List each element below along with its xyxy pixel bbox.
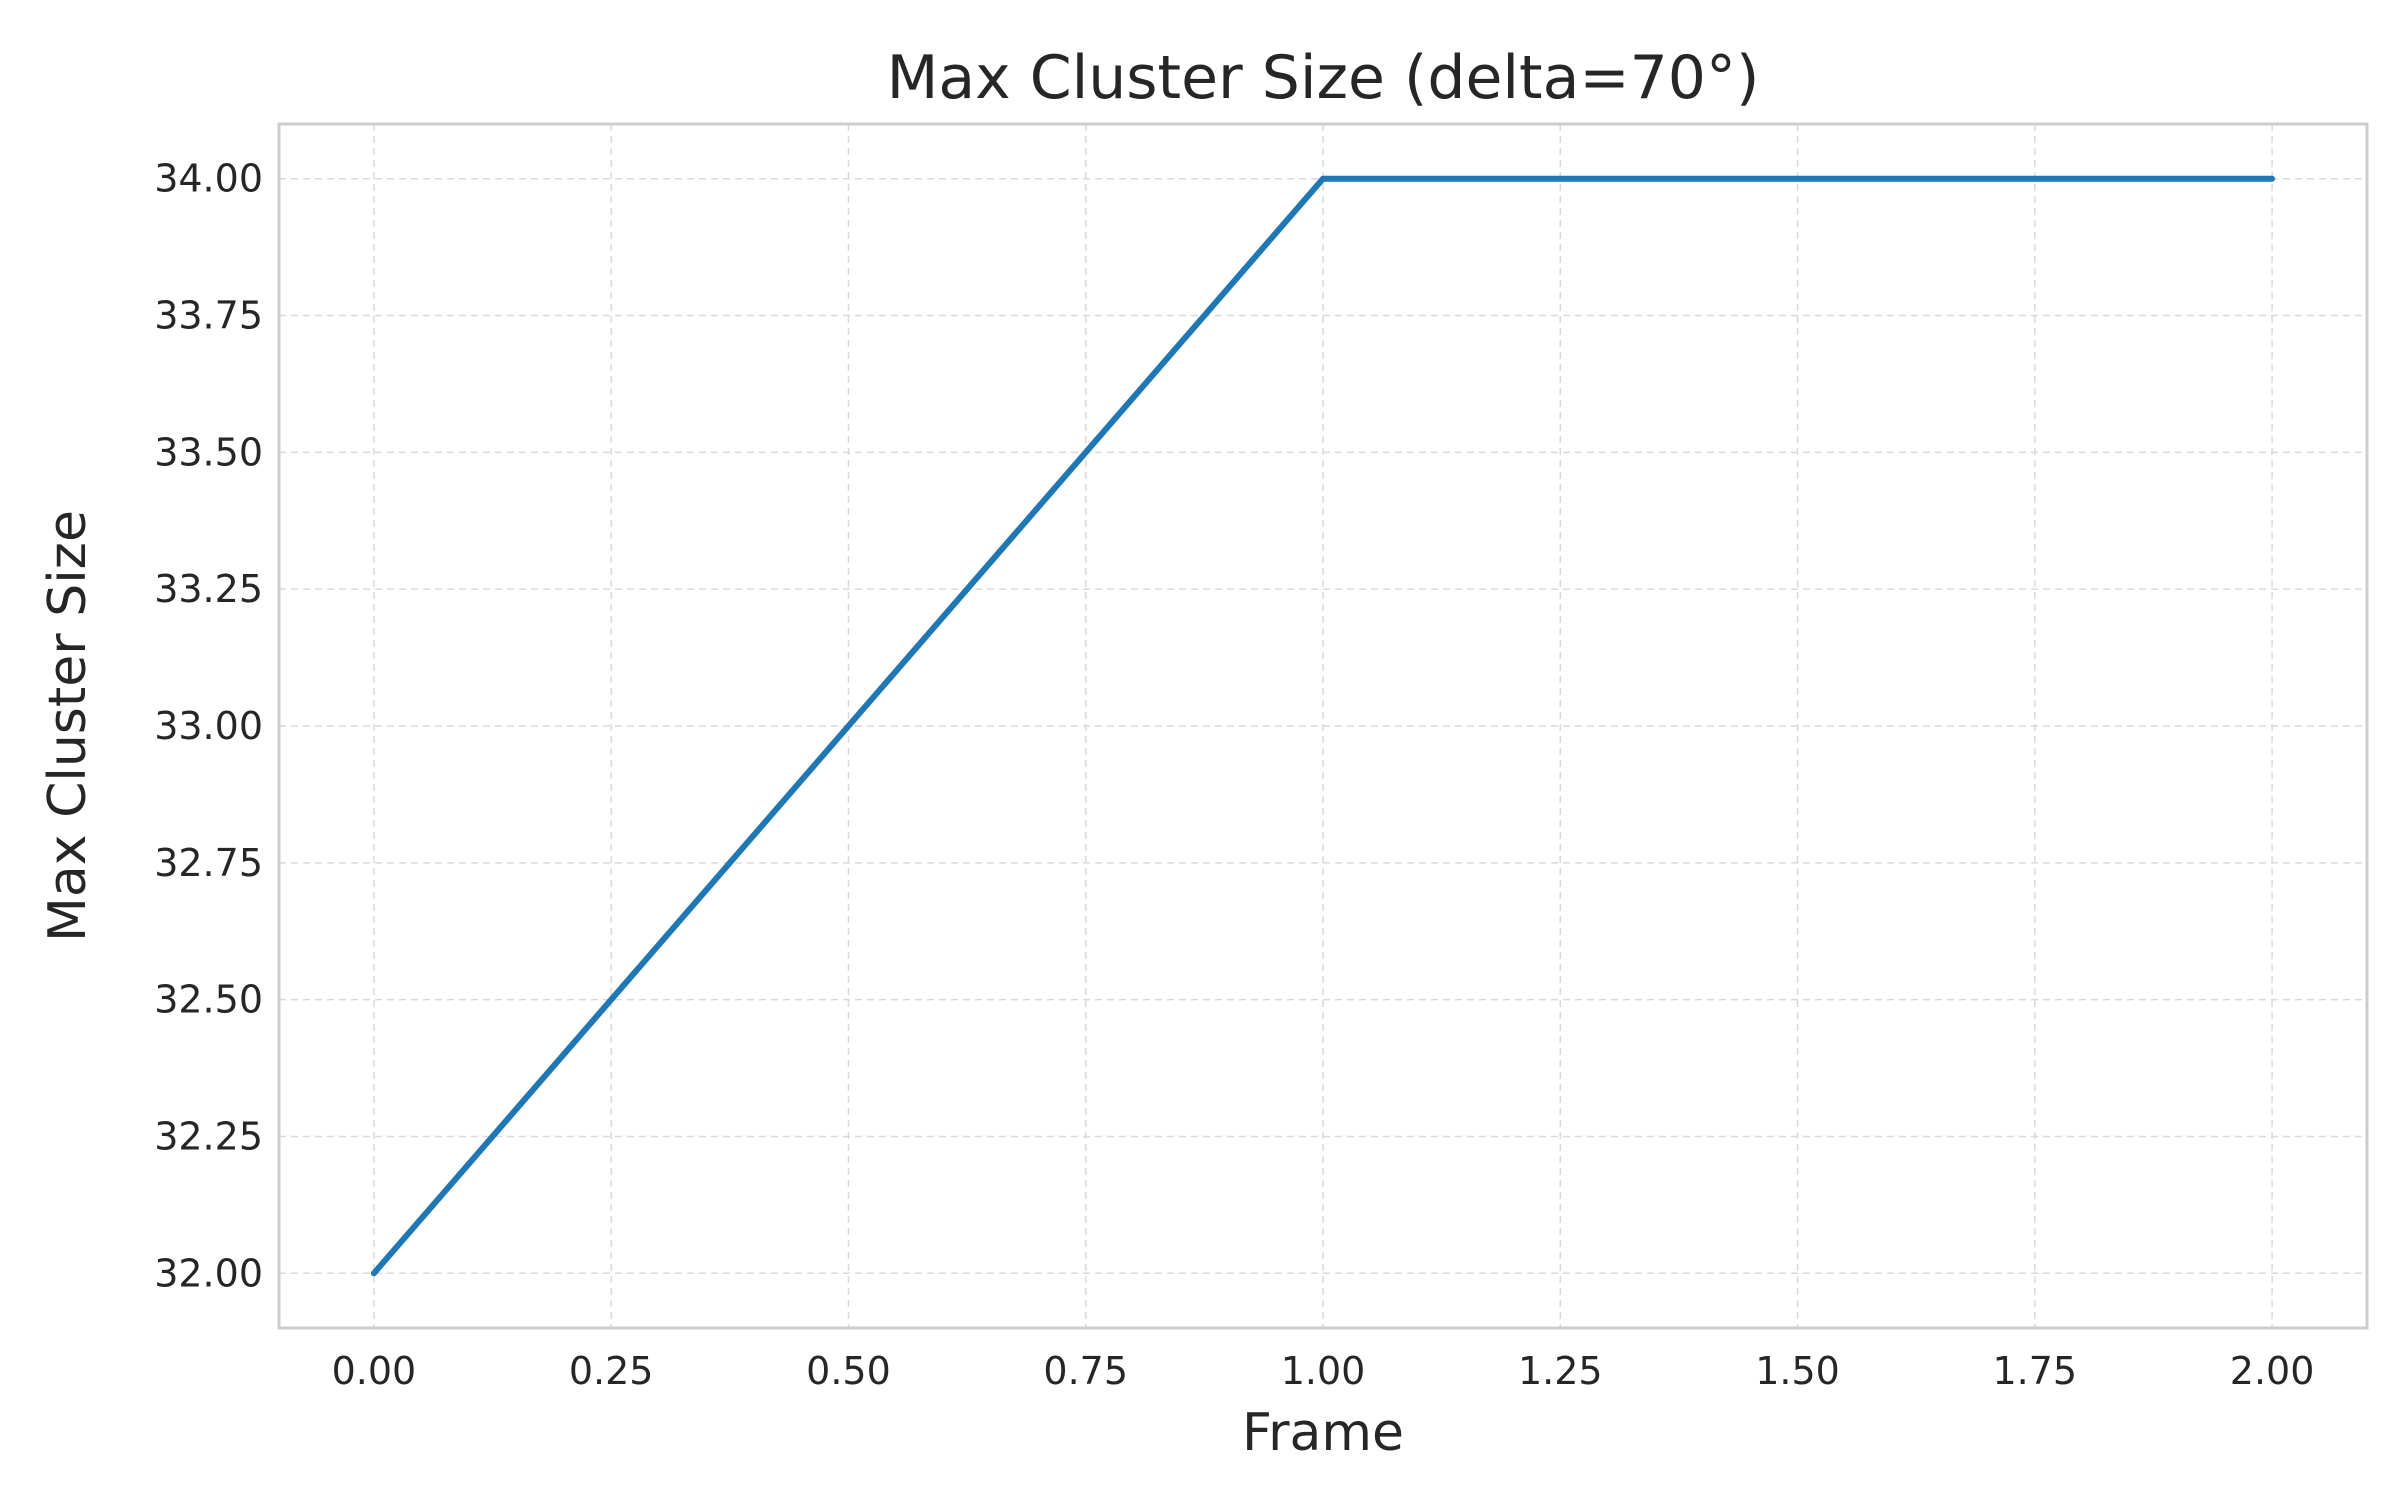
x-tick-label: 0.75 (1043, 1349, 1128, 1393)
x-tick-label: 0.50 (806, 1349, 891, 1393)
x-axis-label: Frame (1242, 1403, 1404, 1463)
y-tick-label: 32.00 (154, 1251, 263, 1295)
y-tick-label: 33.25 (154, 567, 263, 611)
y-tick-label: 32.75 (154, 841, 263, 885)
x-tick-label: 0.00 (332, 1349, 417, 1393)
x-tick-label: 1.50 (1755, 1349, 1840, 1393)
y-tick-label: 33.00 (154, 704, 263, 748)
x-tick-label: 1.75 (1993, 1349, 2078, 1393)
y-axis-ticks: 32.00 32.25 32.50 32.75 33.00 33.25 33.50 33.75… (154, 157, 263, 1296)
y-tick-label: 34.00 (154, 157, 263, 201)
x-tick-label: 1.00 (1281, 1349, 1366, 1393)
x-tick-label: 2.00 (2230, 1349, 2315, 1393)
y-axis-label: Max Cluster Size (38, 510, 98, 942)
series-line (370, 175, 2276, 1277)
y-tick-label: 32.50 (154, 978, 263, 1022)
y-tick-label: 33.75 (154, 294, 263, 338)
chart-title: Max Cluster Size (delta=70°) (887, 43, 1760, 113)
x-axis-ticks: 0.00 0.25 0.50 0.75 1.00 1.25 1.50 1.75 2.00 (332, 1349, 2315, 1393)
grid (279, 124, 2367, 1328)
plot-frame (277, 122, 2369, 1330)
y-tick-label: 32.25 (154, 1114, 263, 1158)
x-tick-label: 1.25 (1518, 1349, 1603, 1393)
x-tick-label: 0.25 (569, 1349, 654, 1393)
y-tick-label: 33.50 (154, 430, 263, 474)
series-layer (370, 175, 2276, 1277)
